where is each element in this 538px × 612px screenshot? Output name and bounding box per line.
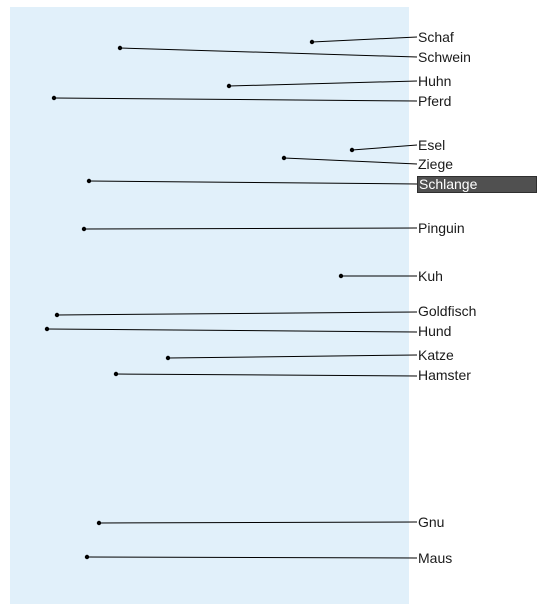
anchor-dot[interactable] [113,371,119,377]
label-hamster[interactable]: Hamster [418,367,471,383]
label-gnu[interactable]: Gnu [418,514,445,530]
label-hund[interactable]: Hund [418,323,452,339]
anchor-dot[interactable] [96,520,102,526]
label-goldfisch[interactable]: Goldfisch [418,303,477,319]
connector-hund[interactable] [44,326,418,333]
anchor-dot[interactable] [349,147,355,153]
label-katze[interactable]: Katze [418,347,454,363]
anchor-dot[interactable] [51,95,57,101]
label-pinguin[interactable]: Pinguin [418,220,465,236]
anchor-dot[interactable] [165,355,171,361]
connector-katze[interactable] [165,354,418,361]
anchor-dot[interactable] [44,326,50,332]
connector-hamster[interactable] [113,371,418,377]
anchor-dot[interactable] [338,273,344,279]
label-maus[interactable]: Maus [418,550,453,566]
connector-schlange[interactable] [86,178,418,185]
connector-goldfisch[interactable] [54,311,418,318]
connector-esel[interactable] [349,144,418,153]
label-esel[interactable]: Esel [418,137,446,153]
anchor-dot[interactable] [309,39,315,45]
anchor-dot[interactable] [117,45,123,51]
anchor-dot[interactable] [84,554,90,560]
label-schwein[interactable]: Schwein [418,49,471,65]
label-ziege[interactable]: Ziege [418,156,454,172]
label-schlange-selected[interactable]: Schlange [417,176,537,193]
connector-pinguin[interactable] [81,226,418,232]
label-huhn[interactable]: Huhn [418,73,452,89]
connector-kuh[interactable] [338,273,417,279]
label-schaf[interactable]: Schaf [418,29,454,45]
connector-huhn[interactable] [226,80,418,89]
anchor-dot[interactable] [281,155,287,161]
anchor-dot[interactable] [226,83,232,89]
anchor-dot[interactable] [54,312,60,318]
connector-maus[interactable] [84,554,418,560]
connector-gnu[interactable] [96,520,418,526]
connector-schaf[interactable] [309,36,418,45]
connector-pferd[interactable] [51,95,418,102]
label-pferd[interactable]: Pferd [418,93,452,109]
connector-ziege[interactable] [281,155,418,165]
label-kuh[interactable]: Kuh [418,268,443,284]
drop-zone-panel[interactable] [10,7,409,604]
anchor-dot[interactable] [81,226,87,232]
connector-schwein[interactable] [117,45,418,58]
anchor-dot[interactable] [86,178,92,184]
